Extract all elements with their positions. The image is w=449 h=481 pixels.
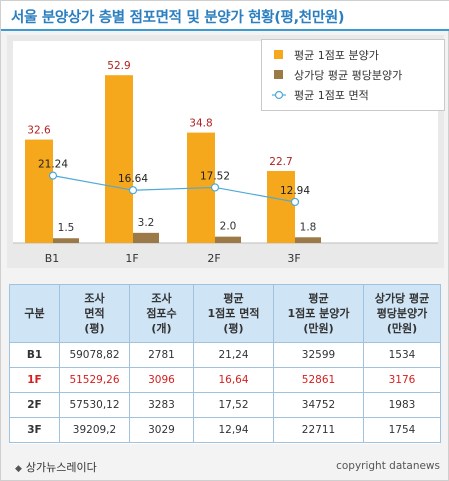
table-row-2f: 2F 57530,12 3283 17,52 34752 1983	[9, 392, 441, 418]
value-label-price-per-pyeong: 1.5	[58, 222, 75, 234]
table-cell: 3176	[363, 367, 441, 393]
table-cell: 1754	[363, 417, 441, 443]
table-cell: 3096	[129, 367, 194, 393]
table-cell: 3F	[9, 417, 60, 443]
header-store-count: 조사 점포수 (개)	[129, 284, 194, 343]
table-cell: B1	[9, 342, 60, 368]
bar-B1-price-per-pyeong	[53, 238, 79, 243]
value-label-avg-store-area: 17.52	[200, 170, 230, 182]
point-1F-avg-store-area	[128, 186, 138, 195]
table-cell: 17,52	[193, 392, 274, 418]
table-cell: 21,24	[193, 342, 274, 368]
header-price-per-pyeong: 상가당 평균 평당분양가 (만원)	[363, 284, 441, 343]
copyright-text: copyright datanews	[336, 460, 440, 472]
value-label-price-per-pyeong: 1.8	[300, 221, 317, 233]
source-label: 상가뉴스레이다	[25, 461, 97, 474]
bar-B1-avg-store-price	[25, 139, 53, 243]
table-cell: 3283	[129, 392, 194, 418]
value-label-avg-store-area: 16.64	[118, 173, 148, 185]
table-cell: 51529,26	[59, 367, 130, 393]
value-label-price-per-pyeong: 3.2	[138, 217, 155, 229]
data-table: 구분 조사 면적 (평) 조사 점포수 (개) 평균 1점포 면적	[9, 284, 441, 443]
bar-3F-avg-store-price	[267, 170, 295, 243]
table-cell: 2F	[9, 392, 60, 418]
legend-label: 평균 1점포 분양가	[294, 49, 379, 62]
value-label-avg-store-price: 32.6	[27, 125, 51, 137]
header-avg-store-price: 평균 1점포 분양가 (만원)	[273, 284, 364, 343]
bar-3F-price-per-pyeong	[295, 237, 321, 243]
table-cell: 57530,12	[59, 392, 130, 418]
source-credit: ◆ 상가뉴스레이다	[15, 459, 97, 475]
table-cell: 59078,82	[59, 342, 130, 368]
value-label-avg-store-price: 52.9	[107, 60, 130, 72]
table-cell: 16,64	[193, 367, 274, 393]
table-cell: 52861	[273, 367, 364, 393]
page-title: 서울 분양상가 층별 점포면적 및 분양가 현황(평,천만원)	[11, 10, 345, 26]
table-cell: 39209,2	[59, 417, 130, 443]
table-cell: 2781	[129, 342, 194, 368]
value-label-avg-store-area: 12.94	[280, 185, 310, 197]
point-3F-avg-store-area	[290, 197, 300, 207]
table-row-3f: 3F 39209,2 3029 12,94 22711 1754	[9, 417, 441, 443]
legend-swatch-line	[272, 90, 286, 100]
table-cell: 1534	[363, 342, 441, 368]
point-2F-avg-store-area	[210, 183, 220, 192]
x-tick-label-B1: B1	[45, 252, 60, 265]
table-cell: 34752	[273, 392, 364, 418]
series-line-avg-store-area	[52, 175, 296, 203]
value-label-avg-store-area: 21.24	[38, 159, 68, 171]
x-tick-label-3F: 3F	[287, 252, 300, 265]
table-cell: 1F	[9, 367, 60, 393]
table-header-row: 구분 조사 면적 (평) 조사 점포수 (개) 평균 1점포 면적	[9, 284, 441, 343]
table-row-1f: 1F 51529,26 3096 16,64 52861 3176	[9, 367, 441, 393]
chart-legend: 평균 1점포 분양가 상가당 평균 평당분양가 평균 1점포 면적	[261, 39, 445, 111]
table-cell: 32599	[273, 342, 364, 368]
value-label-avg-store-price: 34.8	[189, 118, 212, 130]
chart-area: 32.6 1.5 B1 52.9 3.2 1F 34.8 2.0 2F 22.7 1.8 3F 21.2…	[7, 35, 445, 268]
legend-swatch-brown	[274, 70, 283, 79]
bar-1F-avg-store-price	[105, 75, 133, 243]
value-label-price-per-pyeong: 2.0	[220, 221, 237, 233]
table-cell: 1983	[363, 392, 441, 418]
diamond-icon: ◆	[15, 464, 22, 474]
header-category: 구분	[9, 284, 60, 343]
value-label-avg-store-price: 22.7	[269, 156, 292, 168]
table-row-b1: B1 59078,82 2781 21,24 32599 1534	[9, 342, 441, 368]
header-avg-store-area: 평균 1점포 면적 (평)	[193, 284, 274, 343]
legend-label: 평균 1점포 면적	[294, 89, 369, 102]
table-body: B1 59078,82 2781 21,24 32599 1534 1F 515…	[9, 342, 441, 443]
bar-2F-price-per-pyeong	[215, 236, 241, 243]
x-tick-label-1F: 1F	[125, 252, 138, 265]
legend-swatch-orange	[274, 50, 283, 59]
header-surveyed-area: 조사 면적 (평)	[59, 284, 130, 343]
data-table-container: 구분 조사 면적 (평) 조사 점포수 (개) 평균 1점포 면적	[9, 284, 441, 444]
table-cell: 22711	[273, 417, 364, 443]
legend-label: 상가당 평균 평당분양가	[294, 69, 403, 82]
bar-1F-price-per-pyeong	[133, 232, 159, 243]
point-B1-avg-store-area	[48, 171, 58, 180]
table-cell: 3029	[129, 417, 194, 443]
title-bar: 서울 분양상가 층별 점포면적 및 분양가 현황(평,천만원)	[1, 1, 449, 31]
table-cell: 12,94	[193, 417, 274, 443]
x-tick-label-2F: 2F	[207, 252, 220, 265]
